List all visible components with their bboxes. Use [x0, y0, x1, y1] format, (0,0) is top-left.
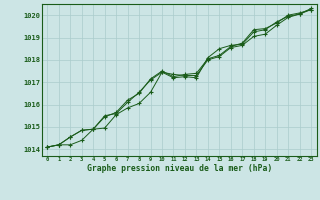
X-axis label: Graphe pression niveau de la mer (hPa): Graphe pression niveau de la mer (hPa)	[87, 164, 272, 173]
